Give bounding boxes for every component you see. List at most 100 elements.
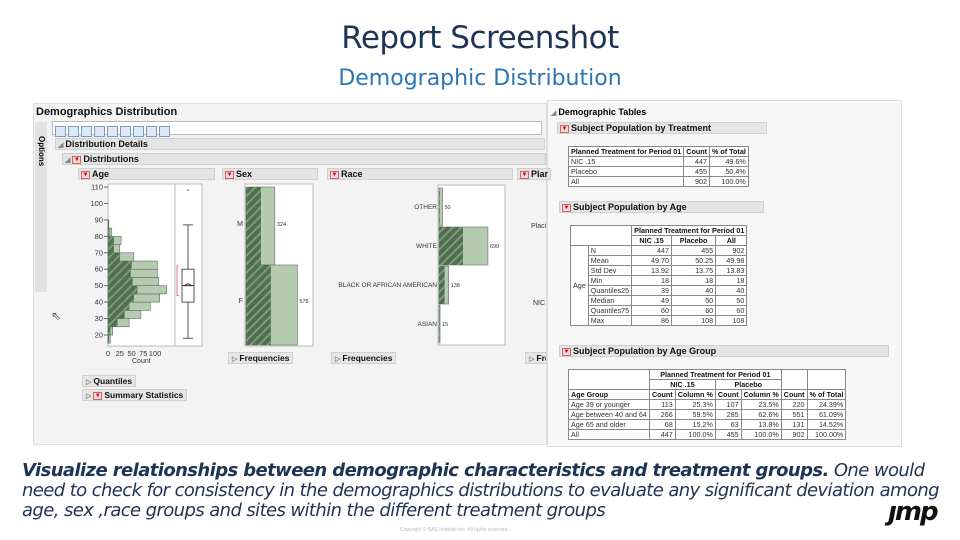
red-triangle-menu-icon[interactable]: ▼ — [560, 124, 569, 133]
header-label: Distributions — [83, 154, 139, 164]
table-cell: Column % — [674, 389, 716, 400]
globe-icon[interactable] — [107, 126, 118, 138]
summary-statistics-button[interactable]: ▷ ▼ Summary Statistics — [82, 389, 188, 401]
toolbar-button-icon[interactable] — [120, 126, 131, 138]
race-category-label: OTHER — [414, 204, 437, 211]
sex-frequencies-button[interactable]: ▷ Frequencies — [228, 352, 294, 364]
distributions-header[interactable]: ◢ ▼ Distributions — [62, 153, 546, 165]
table-cell: Quantiles75 — [587, 305, 633, 316]
race-frequencies-button[interactable]: ▷ Frequencies — [331, 352, 397, 364]
table-cell: 15.2% — [674, 419, 716, 430]
age-y-tick-label: 60 — [95, 265, 103, 274]
boxplot-outlier: * — [187, 189, 190, 195]
button-label: Frequencies — [342, 353, 393, 363]
age-histogram-highlight — [107, 227, 110, 237]
table-cell: Median — [587, 295, 633, 306]
table-cell: 100.00% — [806, 429, 847, 440]
red-triangle-menu-icon[interactable]: ▼ — [562, 203, 571, 212]
table-cell: 40 — [715, 285, 748, 296]
table-cell: Age between 40 and 64 — [568, 409, 650, 420]
red-triangle-menu-icon[interactable]: ▼ — [330, 170, 339, 179]
red-triangle-menu-icon[interactable]: ▼ — [81, 170, 90, 179]
age-histogram-highlight — [107, 260, 132, 270]
age-y-tick-label: 110 — [91, 183, 103, 192]
quantiles-button[interactable]: ▷ Quantiles — [82, 375, 137, 387]
toolbar-button-icon[interactable] — [68, 126, 79, 138]
disclosure-icon[interactable]: ◢ — [65, 157, 71, 164]
copyright-notice: Copyright © SAS Institute Inc. All right… — [400, 527, 509, 533]
table-row: Quantiles25 39 40 40 — [571, 285, 748, 296]
table-cell: 68 — [648, 419, 676, 430]
plan-panel-header[interactable]: ▼ Plar — [517, 168, 552, 180]
age-x-tick-label: 100 — [149, 349, 162, 358]
toolbar-button-icon[interactable] — [159, 126, 170, 138]
sex-count-label: 324 — [277, 222, 286, 228]
table-cell: 50.4% — [709, 166, 749, 177]
race-category-label: ASIAN — [417, 321, 437, 328]
toolbar-button-icon[interactable] — [55, 126, 66, 138]
race-panel-header[interactable]: ▼ Race — [327, 168, 513, 180]
table-row: NIC .15 Placebo All — [571, 235, 748, 246]
toolbar-button-icon[interactable] — [94, 126, 105, 138]
table-cell — [568, 369, 650, 390]
disclosure-icon[interactable]: ◢ — [58, 142, 64, 149]
plan-frequencies-button[interactable]: ▷Freq — [525, 352, 547, 364]
table-cell: 61.09% — [806, 409, 847, 420]
table-cell: 13.83 — [715, 265, 748, 276]
table-cell: 49.98 — [715, 255, 748, 266]
demographic-tables-title[interactable]: ◢ Demographic Tables — [551, 107, 646, 117]
table-cell: Std Dev — [587, 265, 633, 276]
table-cell: Mean — [587, 255, 633, 266]
table-row: Planned Treatment for Period 01 Count% of… — [567, 146, 749, 157]
toolbar-button-icon[interactable] — [146, 126, 157, 138]
table-cell: 39 — [631, 285, 672, 296]
table-cell: 266 — [648, 409, 676, 420]
mouse-cursor-icon: ⇖ — [51, 309, 62, 323]
table-cell: 60 — [670, 305, 717, 316]
red-triangle-menu-icon[interactable]: ▼ — [225, 170, 234, 179]
toolbar-button-icon[interactable] — [81, 126, 92, 138]
table-row: All 902 100.0% — [567, 176, 749, 187]
table-cell: All — [568, 429, 650, 440]
disclosure-icon[interactable]: ◢ — [551, 110, 557, 117]
red-triangle-menu-icon[interactable]: ▼ — [520, 170, 529, 179]
age-panel-header[interactable]: ▼ Age — [78, 168, 215, 180]
age-histogram-highlight — [107, 269, 131, 278]
table-cell: Max — [587, 315, 633, 326]
age-y-tick-label: 100 — [90, 199, 103, 208]
table-cell — [806, 369, 847, 390]
age-y-tick-label: 90 — [95, 215, 103, 224]
table-cell: 18 — [670, 275, 717, 286]
table-cell: % of Total — [806, 389, 847, 400]
red-triangle-menu-icon[interactable]: ▼ — [72, 155, 82, 164]
age-histogram-highlight — [107, 310, 125, 319]
age-histogram-highlight — [107, 252, 120, 262]
age-histogram-highlight — [107, 301, 130, 311]
distribution-details-header[interactable]: ◢ Distribution Details — [55, 138, 545, 150]
red-triangle-menu-icon[interactable]: ▼ — [93, 391, 103, 400]
table-row: Placebo 455 50.4% — [567, 166, 749, 177]
table1-header[interactable]: ▼ Subject Population by Treatment — [557, 122, 767, 134]
options-sidebar[interactable]: Options — [35, 122, 47, 292]
table-row: All 447 100.0% 455 100.0% 902 100.00% — [568, 429, 847, 440]
table-cell: 59.5% — [674, 409, 716, 420]
race-category-label: BLACK OR AFRICAN AMERICAN — [338, 282, 437, 289]
table-cell: N — [587, 245, 633, 256]
table-row: Age 65 and older 68 15.2% 63 13.8% 131 14.52% — [568, 419, 847, 430]
toolbar-button-icon[interactable] — [133, 126, 144, 138]
table-row: Max 86 108 108 — [571, 315, 748, 326]
table-row: Age between 40 and 64 266 59.5% 285 62.6% 551… — [568, 409, 847, 420]
sex-panel-header[interactable]: ▼ Sex — [222, 168, 318, 180]
table-cell: 285 — [714, 409, 742, 420]
table-cell: 108 — [715, 315, 748, 326]
table-cell: Planned Treatment for Period 01 — [567, 146, 685, 157]
age-y-tick-label: 80 — [95, 232, 103, 241]
age-histogram-highlight — [107, 293, 135, 303]
table-cell: 131 — [780, 419, 808, 430]
table-cell: All — [567, 176, 685, 187]
table3-header[interactable]: ▼ Subject Population by Age Group — [559, 345, 889, 357]
red-triangle-menu-icon[interactable]: ▼ — [562, 347, 571, 356]
table-cell: Min — [587, 275, 633, 286]
table-cell: 13.92 — [631, 265, 672, 276]
table2-header[interactable]: ▼ Subject Population by Age — [559, 201, 764, 213]
